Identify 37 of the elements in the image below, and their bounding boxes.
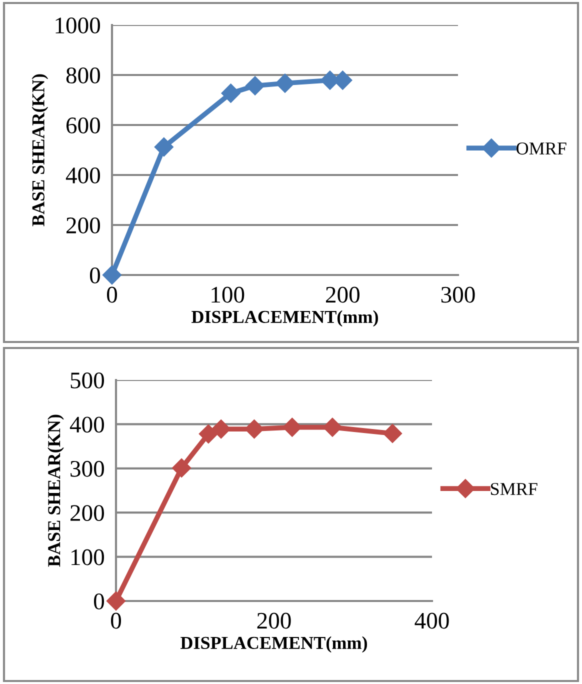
y-tick-label: 400 <box>66 167 100 184</box>
x-tick-label: 300 <box>441 286 475 303</box>
x-axis-title: DISPLACEMENT(mm) <box>180 636 367 653</box>
y-axis-title: BASE SHEAR(KN) <box>32 74 48 226</box>
point <box>221 84 240 103</box>
point <box>275 74 295 93</box>
point <box>382 424 402 444</box>
y-tick-label: 1000 <box>56 17 100 34</box>
x-tick-label: 400 <box>414 612 449 629</box>
point <box>154 137 174 157</box>
y-tick-label: 500 <box>70 372 104 388</box>
point <box>244 420 264 439</box>
y-tick-label: 100 <box>72 549 104 566</box>
y-tick-label: 200 <box>70 505 104 522</box>
x-axis-title: DISPLACEMENT(mm) <box>192 310 378 327</box>
point <box>172 458 192 478</box>
y-tick-label: 0 <box>90 267 100 284</box>
legend-label: SMRF <box>490 482 538 496</box>
point <box>245 76 265 96</box>
x-tick-label: 0 <box>110 612 122 629</box>
point <box>212 420 231 439</box>
point <box>106 591 126 611</box>
y-tick-label: 400 <box>70 416 104 433</box>
y-tick-label: 600 <box>66 117 100 134</box>
x-tick-label: 200 <box>257 612 291 629</box>
y-tick-label: 800 <box>66 67 100 84</box>
point <box>282 418 302 437</box>
y-tick-label: 0 <box>94 593 104 610</box>
y-axis-title: BASE SHEAR(KN) <box>48 414 64 567</box>
x-tick-label: 200 <box>326 286 360 303</box>
x-tick-label: 100 <box>212 286 244 303</box>
y-tick-label: 300 <box>70 460 104 477</box>
y-tick-label: 200 <box>66 217 100 234</box>
point <box>102 265 122 285</box>
legend-label: OMRF <box>516 142 566 155</box>
x-tick-label: 0 <box>106 286 118 303</box>
point <box>198 424 218 444</box>
